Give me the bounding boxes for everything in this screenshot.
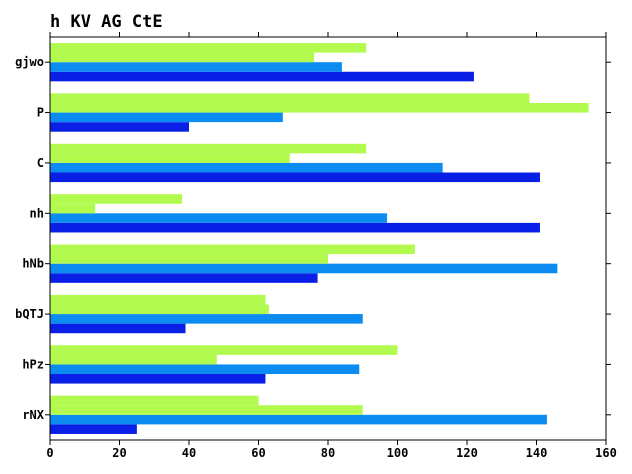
bar-hPz-series-1 [50, 374, 266, 384]
bar-nh-series-1 [50, 222, 540, 233]
bar-hPz-series-3 [50, 354, 217, 365]
bar-rNX-series-1 [50, 424, 137, 434]
y-tick-label: hNb [22, 257, 44, 271]
bar-C-series-3 [50, 153, 290, 163]
bar-rNX-series-3 [50, 405, 363, 415]
bar-hNb-series-4 [50, 244, 415, 255]
chart-title: h KV AG CtE [50, 12, 163, 32]
x-tick-label: 20 [112, 446, 126, 460]
y-tick-label: hPz [22, 357, 44, 371]
x-tick-label: 0 [46, 446, 53, 460]
bar-C-series-4 [50, 143, 367, 154]
bar-P-series-3 [50, 102, 589, 113]
bar-hPz-series-4 [50, 345, 398, 355]
bar-hNb-series-2 [50, 263, 558, 274]
x-tick-label: 160 [595, 446, 617, 460]
bar-hNb-series-1 [50, 273, 318, 283]
x-tick-label: 100 [387, 446, 409, 460]
bar-gjwo-series-4 [50, 43, 367, 53]
bar-C-series-1 [50, 172, 540, 183]
bar-bQTJ-series-3 [50, 304, 269, 315]
y-tick-label: rNX [22, 408, 44, 422]
x-tick-label: 80 [321, 446, 335, 460]
bar-nh-series-2 [50, 213, 388, 223]
bar-P-series-2 [50, 112, 283, 123]
bar-C-series-2 [50, 162, 443, 173]
y-tick-label: C [37, 156, 44, 170]
bar-gjwo-series-3 [50, 52, 315, 63]
bar-P-series-1 [50, 122, 189, 132]
bar-bQTJ-series-1 [50, 323, 186, 334]
x-tick-label: 40 [182, 446, 196, 460]
x-tick-label: 140 [526, 446, 548, 460]
bar-nh-series-4 [50, 194, 183, 204]
bar-hNb-series-3 [50, 254, 328, 264]
bar-bQTJ-series-2 [50, 314, 363, 324]
x-tick-label: 60 [251, 446, 265, 460]
bar-gjwo-series-2 [50, 62, 342, 72]
bar-P-series-4 [50, 93, 530, 103]
bar-nh-series-3 [50, 203, 96, 214]
bars-group [50, 43, 589, 434]
y-tick-label: P [37, 106, 44, 120]
bar-gjwo-series-1 [50, 71, 474, 82]
y-tick-label: gjwo [15, 55, 44, 69]
bar-rNX-series-2 [50, 414, 547, 425]
plot-frame [49, 36, 607, 441]
bar-bQTJ-series-4 [50, 294, 266, 305]
bar-hPz-series-2 [50, 364, 360, 375]
bar-rNX-series-4 [50, 395, 259, 406]
y-tick-label: nh [30, 206, 44, 220]
y-tick-label: bQTJ [15, 307, 44, 321]
x-tick-label: 120 [456, 446, 478, 460]
